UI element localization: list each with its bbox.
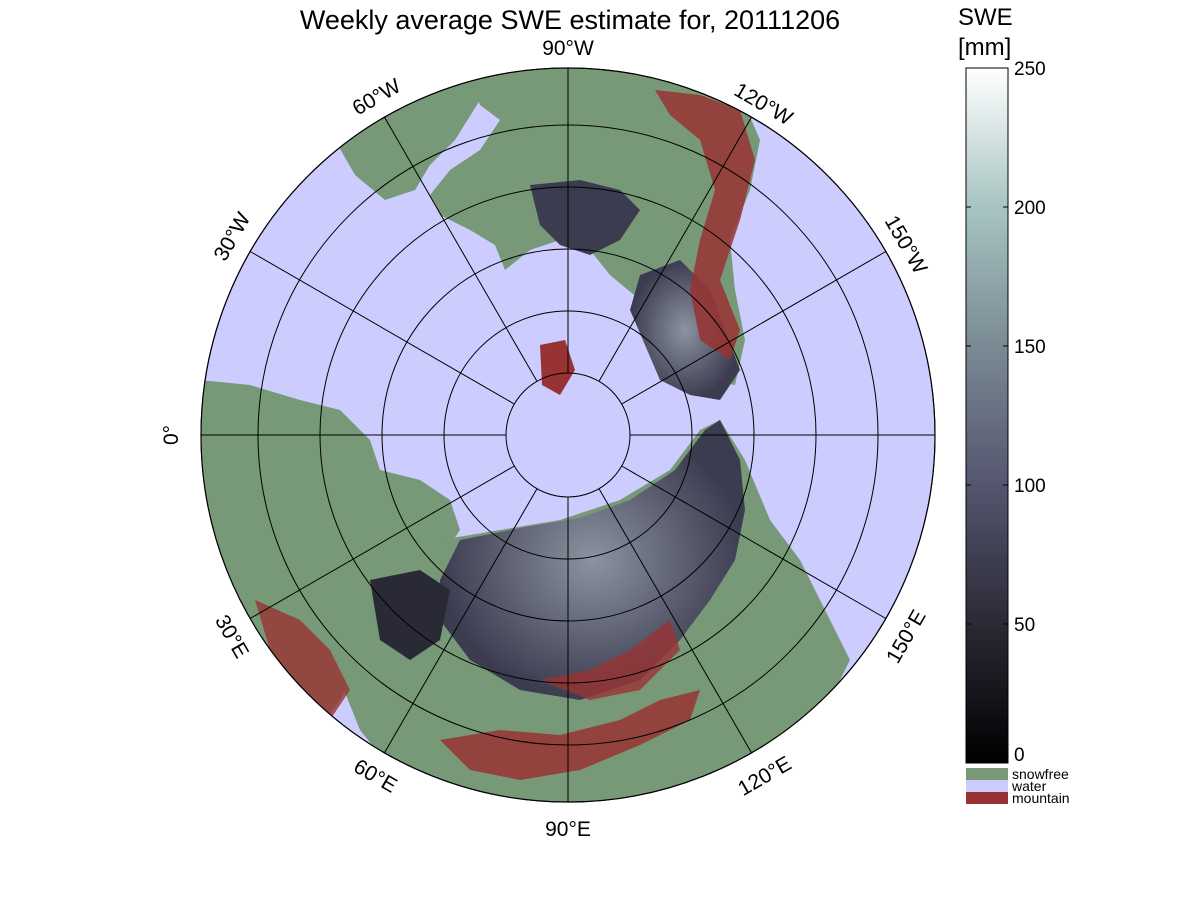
meridian-line <box>621 251 887 405</box>
map-disk-outline <box>200 67 936 803</box>
colorbar-gradient <box>965 67 1009 764</box>
legend-label-snowfree: snowfree <box>1012 766 1069 782</box>
meridian-line <box>384 488 538 754</box>
lon-label-150e: 150°E <box>882 606 931 667</box>
mountain-europe <box>255 600 350 720</box>
swe-snow-canada <box>530 180 640 255</box>
swe-snow-north-america <box>630 260 740 400</box>
lon-label-120e: 120°E <box>734 752 795 801</box>
legend-swatch-water <box>966 780 1008 792</box>
meridian-line <box>384 116 538 382</box>
lon-label-90e: 90°E <box>545 818 591 841</box>
lon-label-0: 0° <box>160 425 183 445</box>
mountain-rockies <box>655 90 755 360</box>
meridian-line <box>621 465 887 619</box>
colorbar-title: SWE [mm] <box>958 3 1013 63</box>
colorbar-title-unit: [mm] <box>958 34 1012 61</box>
map-title: Weekly average SWE estimate for, 2011120… <box>299 5 841 35</box>
legend-label-mountain: mountain <box>1012 790 1070 806</box>
meridian-line <box>249 251 515 405</box>
mountain-himalaya <box>440 690 700 780</box>
colorbar-ticks: 0 50 100 150 200 250 <box>966 59 1046 766</box>
colorbar-tick-label: 100 <box>1014 476 1046 497</box>
meridian-line <box>598 488 752 754</box>
legend-swatch-mountain <box>966 792 1008 804</box>
lon-label-30e: 30°E <box>210 611 253 662</box>
colorbar-tick-label: 250 <box>1014 59 1046 80</box>
colorbar-tick-label: 200 <box>1014 198 1046 219</box>
legend-swatch-snowfree <box>966 768 1008 780</box>
colorbar-title-swe: SWE <box>958 4 1013 31</box>
legend-label-water: water <box>1011 778 1047 794</box>
colorbar-tick-label: 150 <box>1014 337 1046 358</box>
mountain-central-asia <box>540 620 680 700</box>
swe-snow-europe <box>370 570 450 660</box>
lon-label-90w: 90°W <box>542 37 594 60</box>
meridian-line <box>598 116 752 382</box>
meridian-line <box>249 465 515 619</box>
mountain-greenland-east <box>540 340 575 395</box>
colorbar-tick-label: 0 <box>1014 745 1025 766</box>
colorbar-tick-label: 50 <box>1014 615 1035 636</box>
lon-label-60e: 60°E <box>350 755 401 798</box>
meridian-lines <box>201 68 935 802</box>
